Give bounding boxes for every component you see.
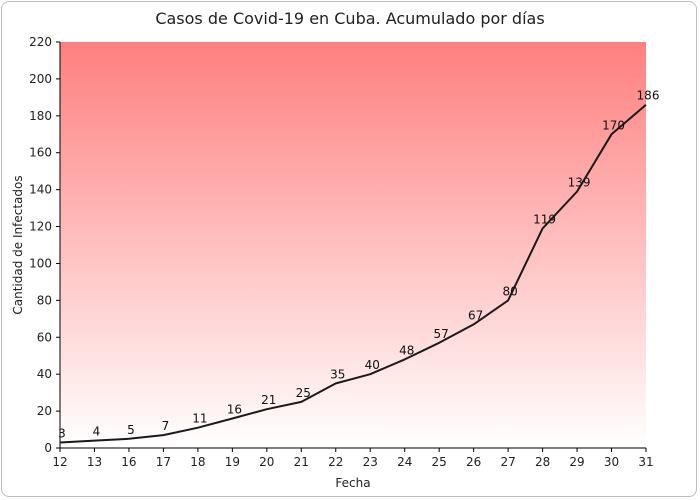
data-label: 3 [58, 426, 66, 440]
y-tick-label: 120 [29, 220, 52, 234]
x-tick-label: 27 [500, 455, 515, 469]
x-tick-label: 24 [397, 455, 412, 469]
data-label: 21 [261, 393, 276, 407]
y-axis-label: Cantidad de Infectados [11, 175, 25, 314]
y-axis-ticks: 0 20 40 60 80 100 120 140 160 180 200 220 [29, 35, 60, 455]
data-label: 67 [468, 308, 483, 322]
data-label: 119 [533, 212, 556, 226]
x-tick-label: 19 [225, 455, 240, 469]
y-tick-label: 200 [29, 72, 52, 86]
y-tick-label: 0 [44, 441, 52, 455]
y-tick-label: 80 [37, 293, 52, 307]
y-tick-label: 140 [29, 183, 52, 197]
x-tick-label: 26 [466, 455, 481, 469]
data-label: 48 [399, 343, 414, 357]
y-tick-label: 180 [29, 109, 52, 123]
plot-area [60, 42, 646, 448]
data-label: 7 [162, 419, 170, 433]
data-label: 40 [365, 358, 380, 372]
y-tick-label: 60 [37, 330, 52, 344]
x-tick-label: 23 [363, 455, 378, 469]
x-tick-label: 20 [259, 455, 274, 469]
chart-title: Casos de Covid-19 en Cuba. Acumulado por… [155, 9, 544, 28]
data-label: 80 [502, 284, 517, 298]
x-tick-label: 21 [294, 455, 309, 469]
series-line [59, 103, 647, 444]
data-label: 186 [637, 89, 660, 103]
x-tick-label: 30 [604, 455, 619, 469]
x-tick-label: 29 [569, 455, 584, 469]
x-tick-label: 13 [87, 455, 102, 469]
data-label: 57 [434, 327, 449, 341]
x-tick-label: 17 [156, 455, 171, 469]
data-label: 16 [227, 402, 242, 416]
y-tick-label: 40 [37, 367, 52, 381]
x-tick-label: 31 [638, 455, 653, 469]
x-axis-label: Fecha [335, 476, 370, 490]
x-tick-label: 22 [328, 455, 343, 469]
x-tick-label: 28 [535, 455, 550, 469]
data-label: 4 [93, 425, 101, 439]
data-label: 35 [330, 367, 345, 381]
data-label: 11 [192, 412, 207, 426]
data-label: 139 [568, 175, 591, 189]
x-axis-ticks: 12 13 16 17 18 19 20 21 22 23 24 25 26 27 28 29 30 31 [52, 448, 654, 469]
x-tick-label: 16 [121, 455, 136, 469]
y-tick-label: 220 [29, 35, 52, 49]
y-tick-label: 160 [29, 146, 52, 160]
x-tick-label: 25 [432, 455, 447, 469]
y-tick-label: 20 [37, 404, 52, 418]
data-label: 5 [127, 423, 135, 437]
data-label: 25 [296, 386, 311, 400]
x-tick-label: 18 [190, 455, 205, 469]
y-tick-label: 100 [29, 256, 52, 270]
data-label: 170 [602, 118, 625, 132]
x-tick-label: 12 [52, 455, 67, 469]
